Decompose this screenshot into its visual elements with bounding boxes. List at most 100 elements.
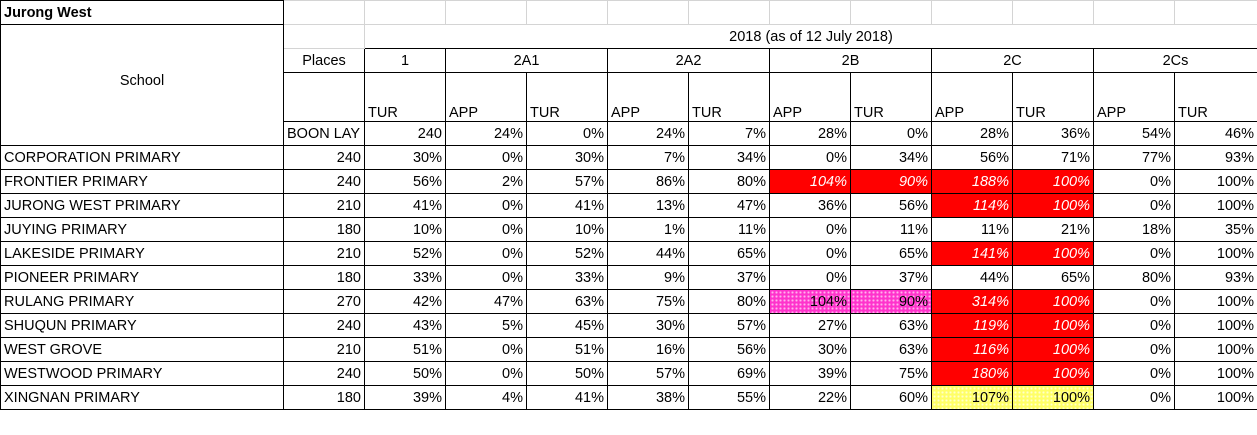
- value-cell[interactable]: 28%: [931, 121, 1013, 146]
- places-cell[interactable]: 210: [283, 337, 365, 362]
- value-cell[interactable]: 63%: [850, 313, 932, 338]
- value-cell[interactable]: 43%: [364, 313, 446, 338]
- value-cell[interactable]: 33%: [526, 265, 608, 290]
- sub-header[interactable]: TUR: [1012, 72, 1094, 122]
- sub-header[interactable]: APP: [607, 72, 689, 122]
- value-cell[interactable]: 11%: [850, 217, 932, 242]
- places-cell[interactable]: 210: [283, 193, 365, 218]
- value-cell[interactable]: 34%: [688, 145, 770, 170]
- value-cell[interactable]: 0%: [445, 265, 527, 290]
- value-cell[interactable]: 0%: [1093, 337, 1175, 362]
- value-cell[interactable]: 56%: [850, 193, 932, 218]
- value-cell[interactable]: 45%: [526, 313, 608, 338]
- value-cell[interactable]: 100%: [1174, 241, 1257, 266]
- value-cell[interactable]: 51%: [526, 337, 608, 362]
- value-cell[interactable]: 52%: [526, 241, 608, 266]
- value-cell[interactable]: 104%: [769, 169, 851, 194]
- value-cell[interactable]: 30%: [607, 313, 689, 338]
- value-cell[interactable]: 69%: [688, 361, 770, 386]
- value-cell[interactable]: 11%: [931, 217, 1013, 242]
- value-cell[interactable]: 47%: [445, 289, 527, 314]
- value-cell[interactable]: 54%: [1093, 121, 1175, 146]
- value-cell[interactable]: 100%: [1174, 289, 1257, 314]
- value-cell[interactable]: 18%: [1093, 217, 1175, 242]
- value-cell[interactable]: 100%: [1012, 385, 1094, 410]
- places-subheader[interactable]: [283, 72, 365, 122]
- value-cell[interactable]: 2%: [445, 169, 527, 194]
- value-cell[interactable]: 93%: [1174, 265, 1257, 290]
- places-header[interactable]: Places: [283, 48, 365, 73]
- school-name-cell[interactable]: WEST GROVE: [0, 337, 284, 362]
- sub-header[interactable]: TUR: [526, 72, 608, 122]
- school-name-cell[interactable]: FRONTIER PRIMARY: [0, 169, 284, 194]
- value-cell[interactable]: 0%: [445, 361, 527, 386]
- value-cell[interactable]: 100%: [1012, 313, 1094, 338]
- value-cell[interactable]: 51%: [364, 337, 446, 362]
- value-cell[interactable]: 0%: [850, 121, 932, 146]
- value-cell[interactable]: 100%: [1012, 361, 1094, 386]
- school-name-cell[interactable]: PIONEER PRIMARY: [0, 265, 284, 290]
- school-name-cell[interactable]: CORPORATION PRIMARY: [0, 145, 284, 170]
- value-cell[interactable]: 0%: [1093, 385, 1175, 410]
- value-cell[interactable]: 65%: [1012, 265, 1094, 290]
- value-cell[interactable]: 63%: [526, 289, 608, 314]
- value-cell[interactable]: 21%: [1012, 217, 1094, 242]
- school-name-cell[interactable]: BOON LAY GARDEN PRIMARY: [283, 121, 365, 146]
- value-cell[interactable]: 100%: [1174, 385, 1257, 410]
- value-cell[interactable]: 100%: [1012, 241, 1094, 266]
- value-cell[interactable]: 100%: [1012, 193, 1094, 218]
- value-cell[interactable]: 56%: [364, 169, 446, 194]
- sub-header[interactable]: APP: [769, 72, 851, 122]
- value-cell[interactable]: 114%: [931, 193, 1013, 218]
- value-cell[interactable]: 37%: [688, 265, 770, 290]
- value-cell[interactable]: 90%: [850, 169, 932, 194]
- value-cell[interactable]: 0%: [445, 217, 527, 242]
- value-cell[interactable]: 116%: [931, 337, 1013, 362]
- phase-header-2b[interactable]: 2B: [769, 48, 932, 73]
- value-cell[interactable]: 0%: [769, 241, 851, 266]
- value-cell[interactable]: 60%: [850, 385, 932, 410]
- value-cell[interactable]: 141%: [931, 241, 1013, 266]
- value-cell[interactable]: 50%: [364, 361, 446, 386]
- phase-header-2cs[interactable]: 2Cs: [1093, 48, 1257, 73]
- value-cell[interactable]: 100%: [1174, 169, 1257, 194]
- value-cell[interactable]: 39%: [364, 385, 446, 410]
- value-cell[interactable]: 0%: [769, 217, 851, 242]
- sub-header[interactable]: TUR: [850, 72, 932, 122]
- value-cell[interactable]: 33%: [364, 265, 446, 290]
- value-cell[interactable]: 39%: [769, 361, 851, 386]
- places-cell[interactable]: 180: [283, 385, 365, 410]
- phase-header-2a1[interactable]: 2A1: [445, 48, 608, 73]
- school-name-cell[interactable]: WESTWOOD PRIMARY: [0, 361, 284, 386]
- value-cell[interactable]: 38%: [607, 385, 689, 410]
- school-column-header[interactable]: School: [0, 24, 284, 146]
- value-cell[interactable]: 180%: [931, 361, 1013, 386]
- value-cell[interactable]: 80%: [688, 289, 770, 314]
- value-cell[interactable]: 9%: [607, 265, 689, 290]
- places-cell[interactable]: 240: [283, 145, 365, 170]
- value-cell[interactable]: 57%: [688, 313, 770, 338]
- value-cell[interactable]: 71%: [1012, 145, 1094, 170]
- value-cell[interactable]: 30%: [364, 145, 446, 170]
- value-cell[interactable]: 44%: [607, 241, 689, 266]
- value-cell[interactable]: 42%: [364, 289, 446, 314]
- sub-header[interactable]: APP: [1093, 72, 1175, 122]
- value-cell[interactable]: 10%: [526, 217, 608, 242]
- value-cell[interactable]: 37%: [850, 265, 932, 290]
- value-cell[interactable]: 90%: [850, 289, 932, 314]
- school-name-cell[interactable]: LAKESIDE PRIMARY: [0, 241, 284, 266]
- value-cell[interactable]: 100%: [1012, 169, 1094, 194]
- sub-header[interactable]: TUR: [1174, 72, 1257, 122]
- value-cell[interactable]: 188%: [931, 169, 1013, 194]
- value-cell[interactable]: 77%: [1093, 145, 1175, 170]
- value-cell[interactable]: 7%: [688, 121, 770, 146]
- value-cell[interactable]: 7%: [607, 145, 689, 170]
- school-name-cell[interactable]: JUYING PRIMARY: [0, 217, 284, 242]
- value-cell[interactable]: 36%: [769, 193, 851, 218]
- year-header[interactable]: 2018 (as of 12 July 2018): [364, 24, 1257, 49]
- value-cell[interactable]: 0%: [1093, 289, 1175, 314]
- value-cell[interactable]: 36%: [1012, 121, 1094, 146]
- value-cell[interactable]: 46%: [1174, 121, 1257, 146]
- places-cell[interactable]: 240: [283, 361, 365, 386]
- value-cell[interactable]: 100%: [1012, 289, 1094, 314]
